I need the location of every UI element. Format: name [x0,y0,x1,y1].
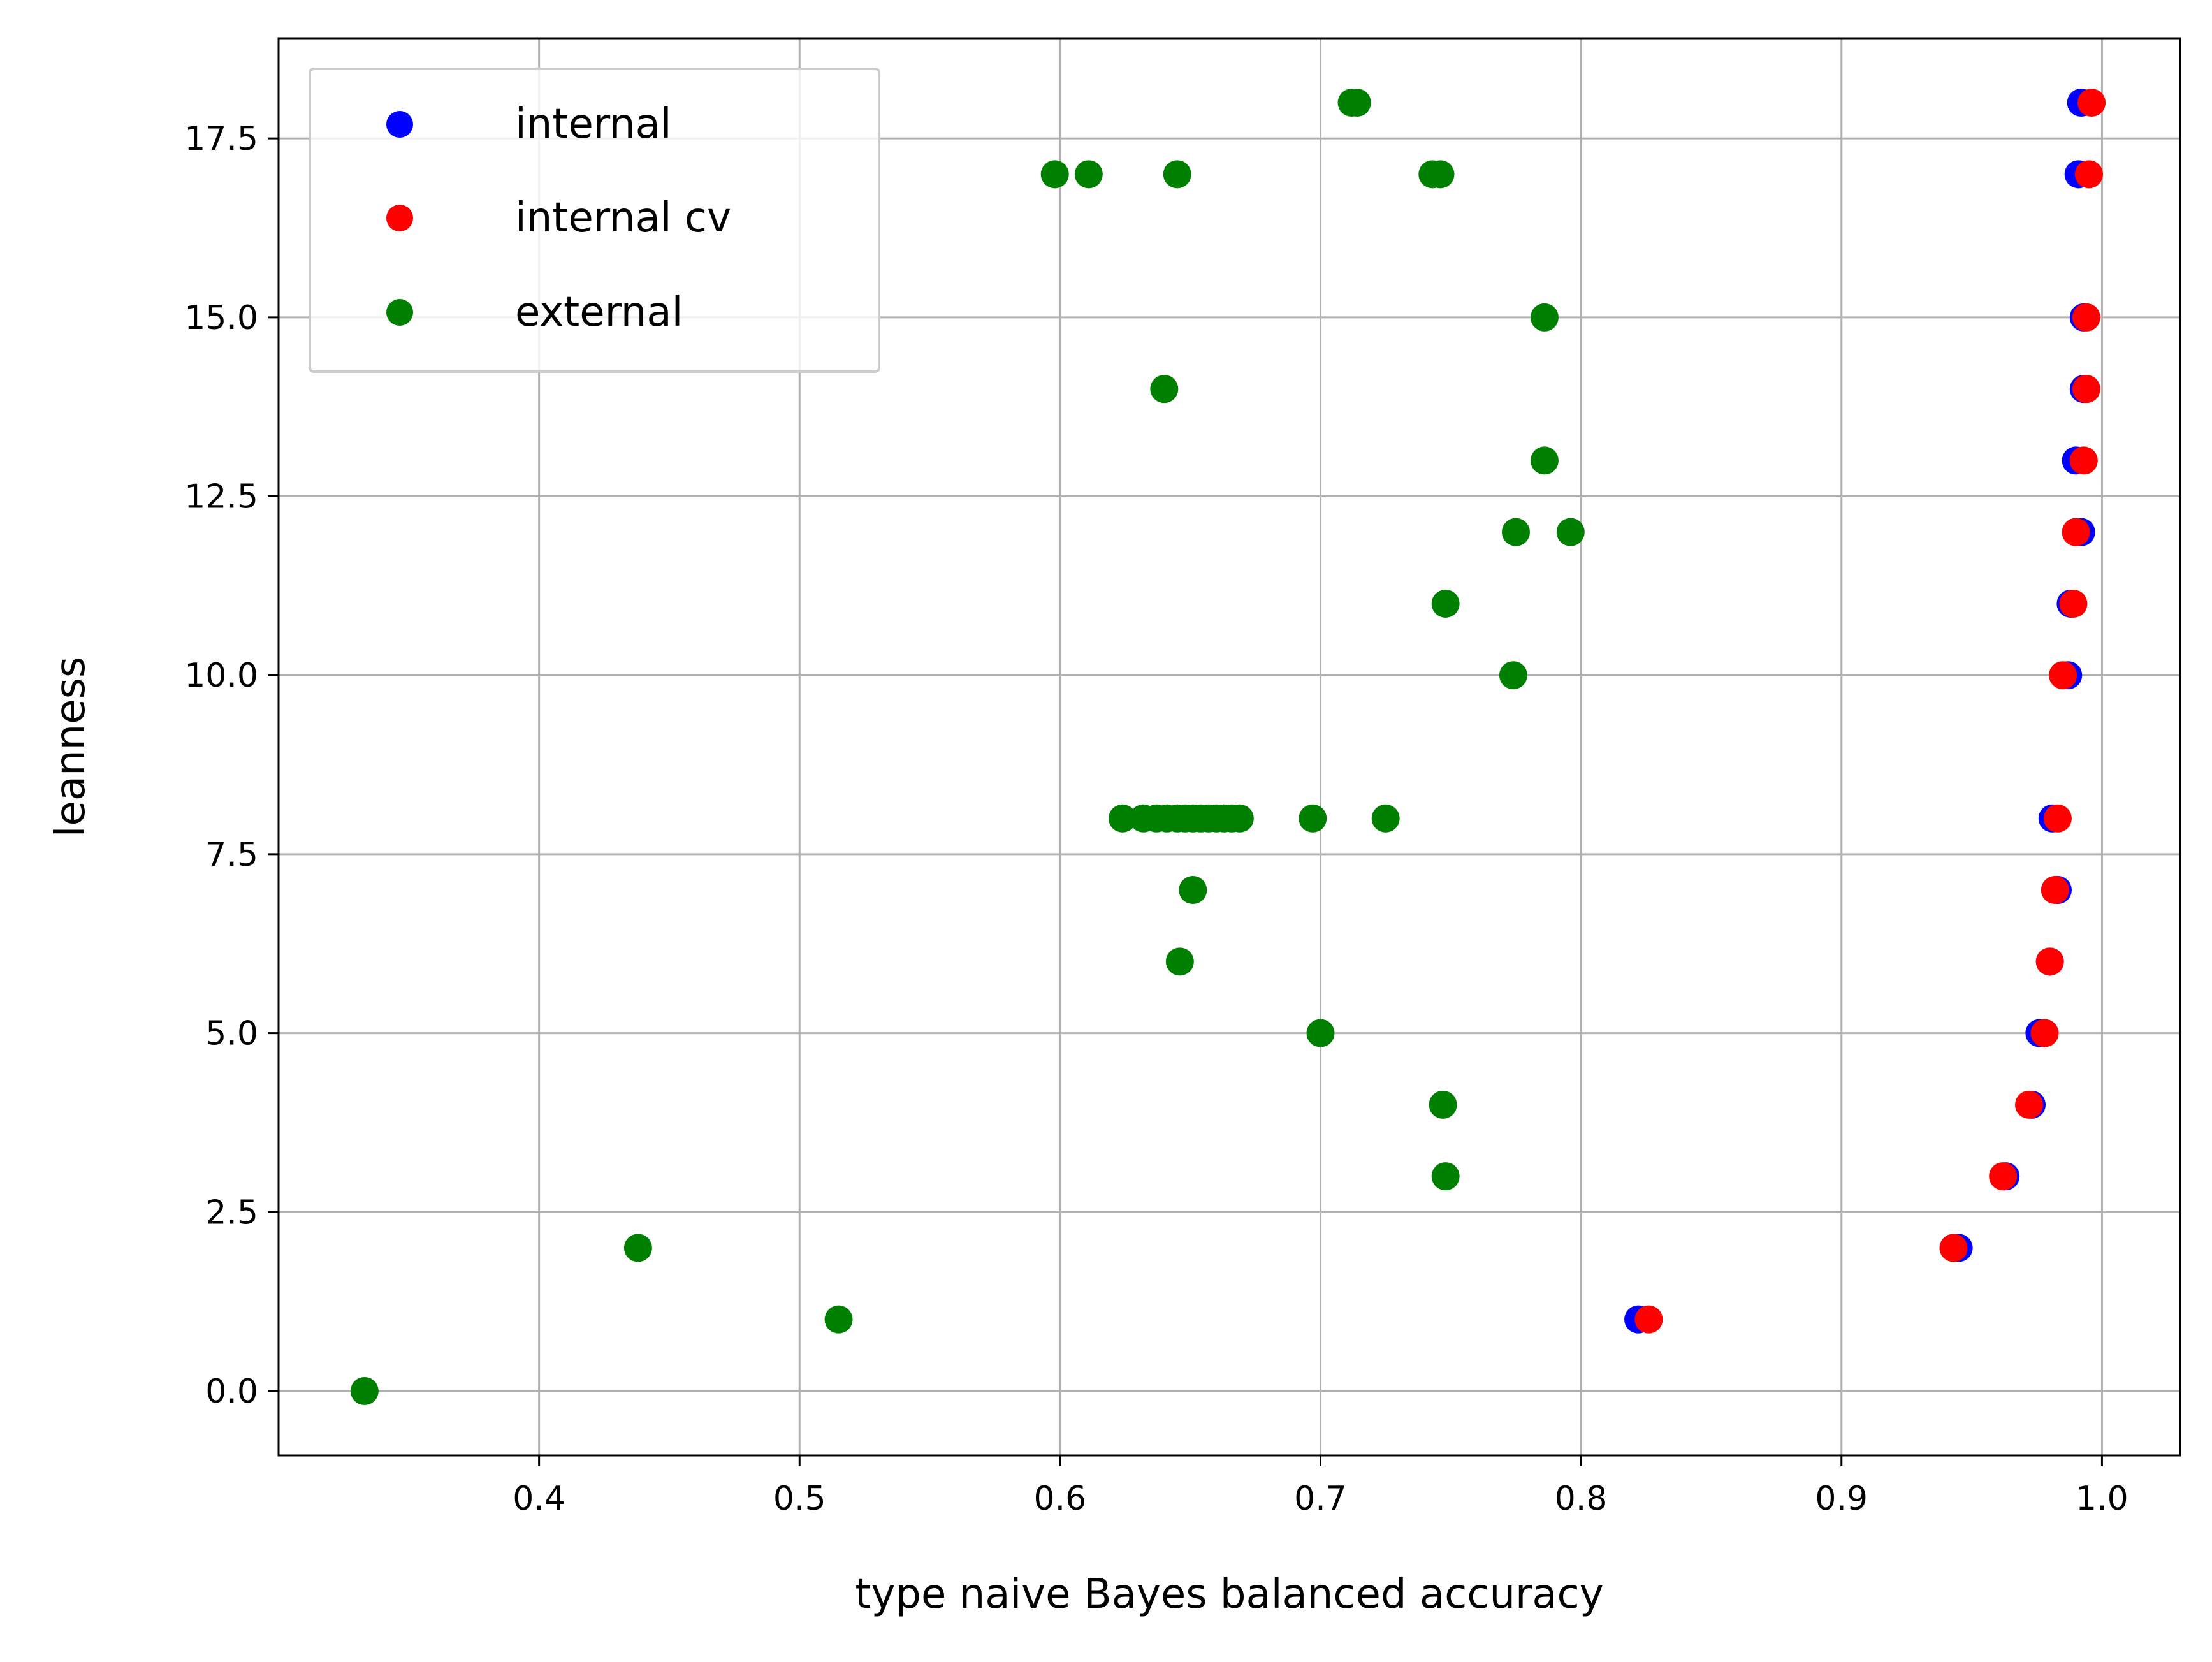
data-point [2074,160,2103,189]
y-tick-label: 2.5 [205,1193,258,1232]
data-point [1306,1019,1335,1047]
y-tick-label: 10.0 [184,657,258,695]
x-tick-label: 0.9 [1815,1480,1868,1518]
data-point [1225,804,1254,833]
y-tick-label: 12.5 [184,478,258,516]
data-point [1989,1162,2018,1191]
plot-frame [277,37,2181,1457]
data-point [1426,160,1455,189]
data-point [824,1305,853,1334]
data-point [1040,160,1069,189]
data-point [1299,804,1327,833]
y-axis-label: leanness [47,657,94,838]
legend-box [309,68,880,373]
y-tick-label: 15.0 [184,299,258,337]
data-point [1150,375,1179,404]
data-point [2043,804,2072,833]
data-point [1634,1305,1663,1334]
data-point [2059,589,2088,618]
x-tick-label: 0.5 [773,1480,826,1518]
x-tick-label: 0.6 [1034,1480,1087,1518]
data-point [2072,303,2100,332]
x-tick-label: 0.7 [1294,1480,1347,1518]
series-external [350,89,1585,1405]
data-point [1342,89,1371,117]
data-point [1163,160,1191,189]
data-point [1501,518,1530,546]
data-point [2041,876,2069,905]
y-axis-ticks: 0.0 2.5 5.0 7.5 10.0 12.5 15.0 17.5 [184,120,279,1411]
y-tick-label: 0.0 [205,1373,258,1411]
data-points [350,89,2106,1405]
x-tick-label: 0.8 [1555,1480,1608,1518]
legend-marker-internal-cv [386,205,413,231]
data-point [2062,518,2090,546]
legend-label-external: external [515,289,683,336]
legend-label-internal: internal [515,101,672,148]
x-tick-label: 0.4 [513,1480,565,1518]
data-point [2030,1019,2059,1047]
data-point [1499,661,1527,690]
legend: internal internal cv external [309,68,880,373]
data-point [1165,947,1194,976]
x-axis-label: type naive Bayes balanced accuracy [855,1571,1603,1618]
data-point [1530,446,1559,475]
data-point [350,1376,379,1405]
data-point [2035,947,2064,976]
data-point [2049,661,2077,690]
data-point [2072,375,2100,404]
data-point [2014,1090,2043,1119]
series-internal-cv [1634,89,2106,1334]
data-point [1431,1162,1460,1191]
data-point [1108,804,1137,833]
data-point [2077,89,2106,117]
data-point [623,1234,652,1262]
legend-label-internal-cv: internal cv [515,194,731,242]
data-point [1556,518,1585,546]
x-axis-ticks: 0.4 0.5 0.6 0.7 0.8 0.9 1.0 [513,1455,2128,1518]
data-point [2069,446,2098,475]
grid-lines [279,38,2180,1455]
data-point [1429,1090,1457,1119]
data-point [1074,160,1103,189]
data-point [1939,1234,1968,1262]
data-point [1530,303,1559,332]
legend-marker-external [386,299,413,326]
data-point [1179,876,1207,905]
legend-marker-internal [386,111,413,138]
data-point [1371,804,1400,833]
y-tick-label: 7.5 [205,836,258,874]
y-tick-label: 17.5 [184,120,258,158]
data-point [1431,589,1460,618]
y-tick-label: 5.0 [205,1015,258,1053]
x-tick-label: 1.0 [2076,1480,2128,1518]
